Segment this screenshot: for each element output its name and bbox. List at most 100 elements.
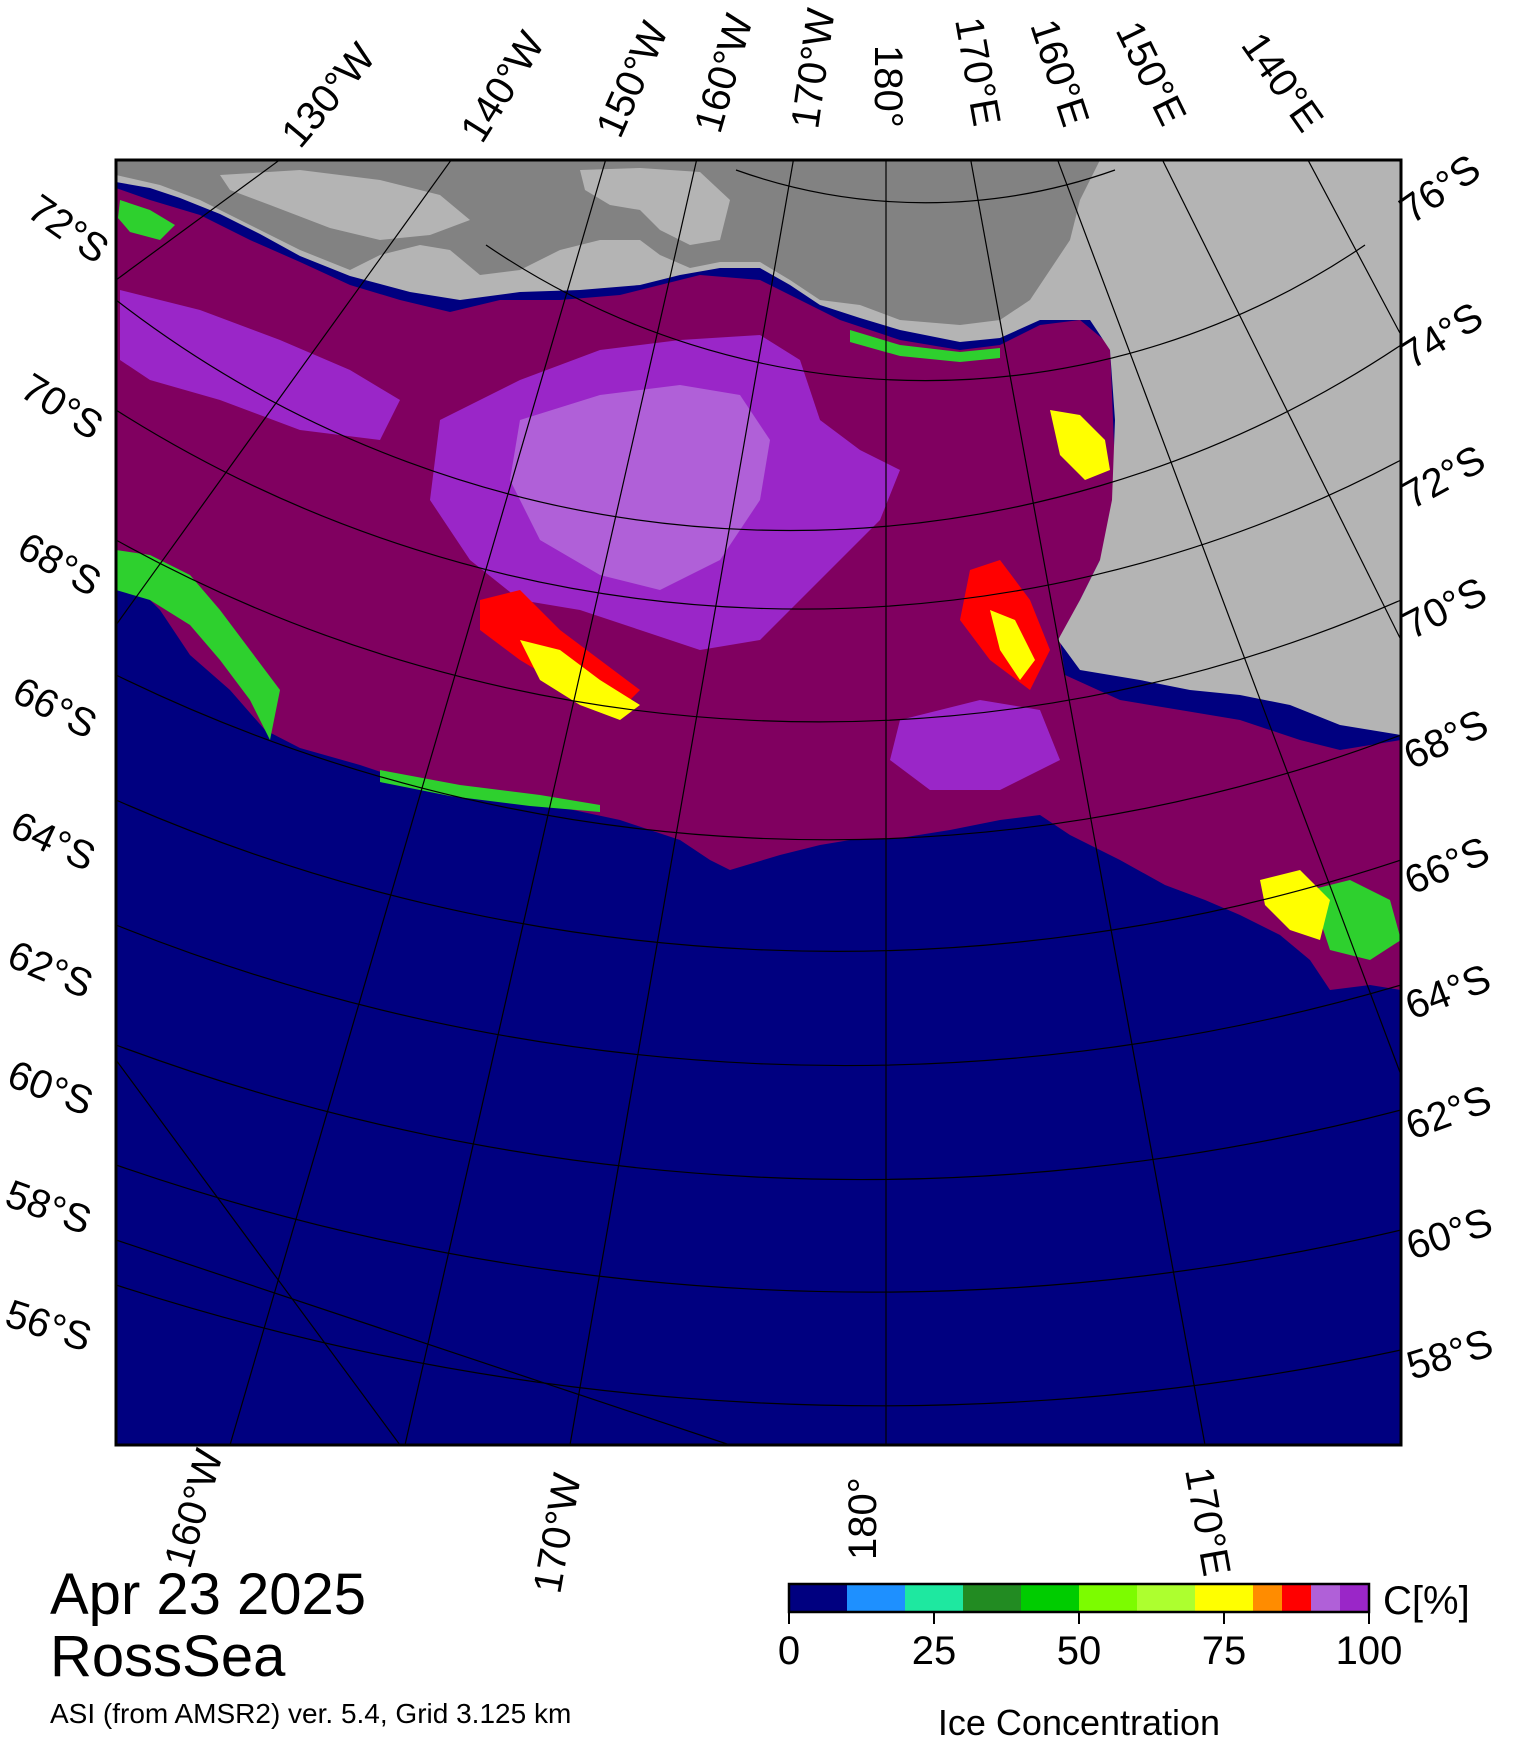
legend-bin bbox=[1021, 1584, 1079, 1612]
left-lat-label: 58°S bbox=[0, 1172, 97, 1243]
legend-ticks: 0 25 50 75 100 bbox=[778, 1612, 1403, 1673]
left-lat-label: 72°S bbox=[20, 186, 117, 272]
legend-title: Ice Concentration bbox=[938, 1702, 1220, 1737]
graticule-lat-74s bbox=[485, 244, 1366, 382]
left-lat-label: 64°S bbox=[4, 803, 102, 880]
top-longitude-labels: 130°W 140°W 150°W 160°W 170°W 180° 170°E… bbox=[273, 6, 1331, 156]
legend-tick-label: 0 bbox=[778, 1629, 800, 1673]
legend-bin bbox=[1137, 1584, 1195, 1612]
graticule-lon-160w-lower bbox=[116, 1059, 401, 1445]
top-lon-label: 150°E bbox=[1107, 15, 1195, 133]
legend-colorbar: C[%] 0 25 50 75 100 Ice Concentration bbox=[778, 1579, 1470, 1737]
graticule-lon-170e bbox=[970, 160, 1206, 1445]
legend-bin bbox=[905, 1584, 963, 1612]
map-product-info: ASI (from AMSR2) ver. 5.4, Grid 3.125 km bbox=[50, 1698, 572, 1729]
map-date: Apr 23 2025 bbox=[50, 1562, 367, 1627]
graticule-lon-150e bbox=[1161, 160, 1401, 641]
legend-bins bbox=[789, 1584, 1369, 1612]
graticule-lon-160e bbox=[1056, 160, 1401, 1076]
right-lat-label: 58°S bbox=[1402, 1321, 1498, 1389]
legend-bin bbox=[963, 1584, 1021, 1612]
top-lon-label: 170°W bbox=[783, 6, 843, 132]
ice-band-east bbox=[890, 700, 1060, 790]
bottom-lon-label: 160°W bbox=[156, 1444, 232, 1572]
graticule-lat-68s bbox=[116, 539, 1401, 723]
ice-edge-cyan-north bbox=[850, 330, 1000, 362]
graticule-lon-170w bbox=[569, 160, 795, 1445]
top-lon-label: 160°E bbox=[1021, 14, 1097, 132]
right-lat-label: 68°S bbox=[1397, 701, 1495, 778]
legend-tick-label: 50 bbox=[1057, 1629, 1102, 1673]
ice-edge-victoria bbox=[1050, 410, 1110, 480]
right-lat-label: 74°S bbox=[1393, 294, 1490, 378]
top-lon-label: 180° bbox=[866, 45, 910, 128]
legend-bin bbox=[1079, 1584, 1137, 1612]
top-lon-label: 160°W bbox=[686, 9, 762, 137]
left-lat-label: 70°S bbox=[13, 365, 110, 449]
land-ice-shelf bbox=[116, 160, 1401, 735]
bottom-lon-label: 170°E bbox=[1176, 1464, 1238, 1579]
legend-bin bbox=[1195, 1584, 1253, 1612]
right-lat-label: 62°S bbox=[1400, 1077, 1497, 1148]
graticule-lon-150w-lower bbox=[116, 1239, 731, 1445]
legend-bin bbox=[1340, 1584, 1369, 1612]
graticule-lon-160w bbox=[404, 160, 698, 1445]
map-area bbox=[116, 160, 1401, 1445]
left-lat-label: 68°S bbox=[11, 524, 109, 605]
right-lat-label: 72°S bbox=[1395, 437, 1493, 518]
graticule-lon-130w bbox=[116, 160, 281, 281]
top-lon-label: 140°W bbox=[452, 24, 553, 150]
graticule bbox=[116, 160, 1401, 1445]
map-frame bbox=[114, 158, 1403, 1447]
top-lon-label: 170°E bbox=[946, 14, 1008, 129]
left-latitude-labels: 72°S 70°S 68°S 66°S 64°S 62°S 60°S 58°S … bbox=[0, 186, 116, 1360]
legend-unit: C[%] bbox=[1383, 1579, 1470, 1623]
land-dark-east bbox=[860, 160, 1100, 325]
graticule-lon-150w bbox=[229, 160, 607, 1445]
graticule-lat-58s bbox=[116, 1164, 1401, 1293]
bottom-lon-label: 170°W bbox=[526, 1470, 590, 1597]
left-lat-label: 62°S bbox=[1, 933, 98, 1008]
graticule-lat-76s bbox=[735, 169, 1116, 204]
legend-tick-label: 25 bbox=[912, 1629, 957, 1673]
legend-bin bbox=[1282, 1584, 1311, 1612]
top-lon-label: 150°W bbox=[588, 15, 677, 143]
ice-edge-green-south bbox=[380, 770, 600, 812]
ice-edge-green-north bbox=[118, 200, 175, 240]
right-lat-label: 60°S bbox=[1401, 1200, 1498, 1269]
top-lon-label: 140°E bbox=[1233, 25, 1332, 140]
land-ice-plateau bbox=[580, 168, 730, 245]
legend-bin bbox=[1311, 1584, 1340, 1612]
graticule-lat-56s bbox=[116, 1284, 1401, 1407]
graticule-lon-140e bbox=[1307, 160, 1401, 336]
legend-tick-label: 75 bbox=[1202, 1629, 1247, 1673]
graticule-lat-70s bbox=[116, 409, 1401, 610]
map-region: RossSea bbox=[50, 1624, 286, 1689]
ice-edge-green-se bbox=[1310, 880, 1401, 960]
graticule-lat-66s bbox=[116, 674, 1401, 841]
left-lat-label: 56°S bbox=[0, 1292, 97, 1361]
left-lat-label: 60°S bbox=[2, 1052, 99, 1124]
legend-bin bbox=[1253, 1584, 1282, 1612]
ice-edge-yellow-east bbox=[990, 610, 1035, 680]
right-lat-label: 70°S bbox=[1396, 569, 1494, 648]
right-lat-label: 66°S bbox=[1398, 829, 1495, 904]
ice-edge-green-west bbox=[116, 550, 280, 740]
right-latitude-labels: 76°S 74°S 72°S 70°S 68°S 66°S 64°S 62°S … bbox=[1392, 146, 1498, 1388]
bottom-lon-label: 180° bbox=[841, 1477, 885, 1560]
legend-bin bbox=[847, 1584, 905, 1612]
right-lat-label: 64°S bbox=[1399, 956, 1496, 1028]
graticule-lat-72s bbox=[116, 299, 1401, 532]
land-ice-patch-west bbox=[220, 170, 470, 240]
left-lat-label: 66°S bbox=[6, 669, 104, 748]
graticule-lat-62s bbox=[116, 924, 1401, 1067]
graticule-lat-60s bbox=[116, 1044, 1401, 1181]
graticule-lat-64s bbox=[116, 799, 1401, 952]
ice-edge-yellow bbox=[520, 640, 640, 720]
legend-bin bbox=[789, 1584, 847, 1612]
legend-tick-label: 100 bbox=[1336, 1629, 1403, 1673]
top-lon-label: 130°W bbox=[273, 35, 384, 156]
ice-band-west bbox=[120, 290, 400, 440]
ice-interior-mid bbox=[510, 385, 770, 590]
